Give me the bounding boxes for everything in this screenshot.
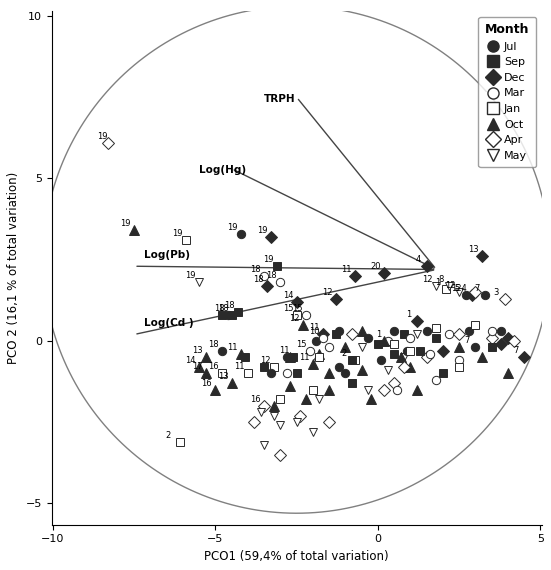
Text: 12: 12 [260,356,271,365]
Text: 18: 18 [253,275,264,283]
Text: 1: 1 [406,310,411,319]
Text: Log(Pb): Log(Pb) [144,250,190,260]
Text: 1: 1 [435,278,440,287]
Text: 19: 19 [120,219,131,229]
Text: 18: 18 [250,265,261,274]
Text: 19: 19 [97,132,107,141]
Text: 13: 13 [192,346,202,355]
Text: 11: 11 [228,343,238,352]
Text: 12: 12 [445,281,456,290]
Text: 2: 2 [166,430,171,439]
Text: 7: 7 [464,336,469,345]
Text: 20: 20 [370,262,381,271]
Text: 124: 124 [451,284,467,294]
Text: 19: 19 [228,222,238,231]
X-axis label: PCO1 (59,4% of total variation): PCO1 (59,4% of total variation) [204,550,389,563]
Text: 18: 18 [208,340,219,349]
Text: Log(Hg): Log(Hg) [199,165,246,175]
Text: 17: 17 [192,363,202,371]
Text: 16: 16 [250,395,261,404]
Text: 18: 18 [218,304,228,313]
Text: 4: 4 [415,255,421,264]
Text: 2: 2 [341,349,347,359]
Text: 16: 16 [208,363,219,371]
Text: 12: 12 [423,275,433,283]
Text: 12: 12 [289,314,300,323]
Text: 18: 18 [224,300,235,310]
Text: 11: 11 [299,353,310,361]
Text: 19: 19 [257,226,267,235]
Text: 10: 10 [309,327,319,336]
Text: 15: 15 [283,304,293,313]
Text: 19: 19 [185,271,196,280]
Text: 15: 15 [296,340,306,349]
Text: 1: 1 [376,330,382,339]
Text: 13: 13 [468,245,479,254]
Text: 7: 7 [474,284,479,294]
Text: TRPH: TRPH [264,93,296,104]
Text: 13: 13 [218,372,228,381]
Text: 11: 11 [341,265,352,274]
Text: 11: 11 [234,363,245,371]
Text: 18: 18 [267,271,277,280]
Text: 11: 11 [309,323,319,332]
Text: 11: 11 [279,346,290,355]
Text: 3: 3 [494,288,499,296]
Legend: Jul, Sep, Dec, Mar, Jan, Oct, Apr, May: Jul, Sep, Dec, Mar, Jan, Oct, Apr, May [478,17,536,167]
Text: 19: 19 [263,255,274,264]
Text: 8: 8 [438,275,444,283]
Text: 18: 18 [214,304,225,313]
Text: Log(Cd ): Log(Cd ) [144,318,193,328]
Text: 16: 16 [202,378,212,388]
Text: 15: 15 [293,304,303,313]
Text: 19: 19 [172,229,183,238]
Text: 5: 5 [455,284,460,294]
Text: 14: 14 [283,291,293,300]
Text: 12: 12 [322,288,332,296]
Text: 7: 7 [513,346,518,355]
Text: 14: 14 [185,356,196,365]
Y-axis label: PCO 2 (16,1 % of total variation): PCO 2 (16,1 % of total variation) [7,172,20,364]
